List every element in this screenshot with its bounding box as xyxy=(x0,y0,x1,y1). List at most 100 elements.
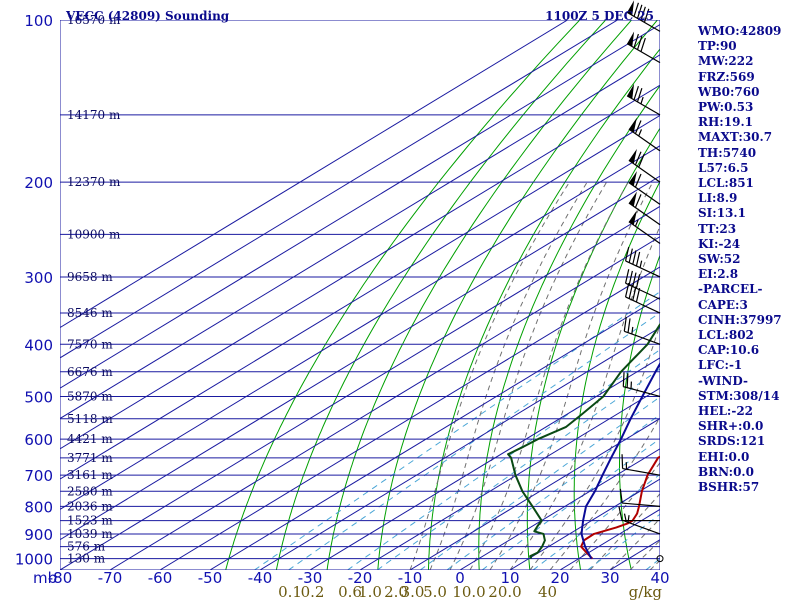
isotherm xyxy=(60,114,660,480)
chart-timestamp: 1100Z 5 DEC 25 xyxy=(545,9,654,23)
index-item: FRZ:569 xyxy=(698,69,755,84)
moist-adiabat xyxy=(609,517,660,570)
barb-full xyxy=(624,246,630,262)
mixing-ratio-line xyxy=(254,291,660,570)
barb-pennant xyxy=(628,210,637,226)
barb-staff xyxy=(625,260,661,278)
barb-full xyxy=(640,37,646,52)
height-label: 5118 m xyxy=(67,412,113,426)
barb-full xyxy=(618,506,623,521)
height-label: 9658 m xyxy=(67,270,113,284)
mixing-ratio-label: 10.0 xyxy=(452,583,485,600)
height-label: 5870 m xyxy=(67,389,113,403)
wind-barb xyxy=(624,246,661,278)
isotherm xyxy=(309,357,660,570)
barb-full xyxy=(632,250,637,265)
height-label: 8546 m xyxy=(67,306,113,320)
barb-full xyxy=(621,454,624,469)
index-item: MAXT:30.7 xyxy=(698,130,773,145)
stability-indices-panel: WMO:42809 TP:90 MW:222 FRZ:569 WB0:760 PW:0.5… xyxy=(698,24,782,495)
isotherm xyxy=(259,326,660,570)
index-item: KI:-24 xyxy=(698,236,741,251)
moist-adiabat xyxy=(469,181,629,570)
wind-barb xyxy=(628,148,661,183)
height-label: 10900 m xyxy=(67,227,121,241)
wind-barb xyxy=(619,488,661,507)
wind-barb xyxy=(624,269,661,300)
barb-full xyxy=(624,282,630,298)
pressure-tick-label: 700 xyxy=(24,467,53,485)
barb-staff xyxy=(622,502,661,507)
isotherm xyxy=(459,448,660,570)
wind-barb xyxy=(626,0,661,32)
wind-barb xyxy=(628,171,661,205)
barb-half xyxy=(638,129,643,137)
height-label: 2580 m xyxy=(67,484,113,498)
barb-half xyxy=(640,96,644,105)
index-item: PW:0.53 xyxy=(698,100,754,115)
index-item: SRDS:121 xyxy=(698,434,766,449)
barb-full xyxy=(635,287,641,303)
index-item: STM:308/14 xyxy=(698,388,780,403)
mixing-ratio-line xyxy=(288,312,660,570)
dry-adiabat xyxy=(377,20,658,570)
pressure-tick-label: 300 xyxy=(24,269,53,287)
barb-half xyxy=(631,326,634,335)
wind-barb xyxy=(624,515,661,535)
index-item: LFC:-1 xyxy=(698,358,743,373)
wind-barb xyxy=(621,454,661,476)
barb-full xyxy=(634,194,642,208)
moist-adiabat xyxy=(589,493,660,570)
index-item: SHR+:0.0 xyxy=(698,419,764,434)
temperature-tick-label: -70 xyxy=(98,569,123,587)
barb-staff xyxy=(623,386,661,398)
index-item: SI:13.1 xyxy=(698,206,746,221)
barb-full xyxy=(635,251,641,267)
temperature-tick-label: -40 xyxy=(248,569,273,587)
index-item: LCL:802 xyxy=(698,328,754,343)
mixing-ratio-label: 1.0 xyxy=(358,583,382,600)
isotherm xyxy=(60,54,660,420)
parcel-path xyxy=(580,361,660,560)
barb-staff xyxy=(624,330,661,345)
index-item: LCL:851 xyxy=(698,176,754,191)
dry-adiabat xyxy=(619,253,660,570)
pressure-axis-unit: mb xyxy=(33,569,57,587)
barb-staff xyxy=(622,467,661,476)
height-label: 576 m xyxy=(67,540,106,554)
index-item: TH:5740 xyxy=(698,145,757,160)
mixing-ratio-label: 0.6 xyxy=(338,583,362,600)
temperature-tick-label: 40 xyxy=(650,569,669,587)
barb-full xyxy=(638,153,645,168)
temperature-profile xyxy=(580,455,660,560)
isotherm xyxy=(109,236,660,570)
isotherm xyxy=(159,266,660,570)
mixing-ratio-label: 20.0 xyxy=(488,583,521,600)
isotherm xyxy=(60,175,660,541)
index-item: CAPE:3 xyxy=(698,297,748,312)
mixing-ratio-unit: g/kg xyxy=(629,583,663,600)
dry-adiabat xyxy=(573,180,660,570)
temperature-tick-label: -10 xyxy=(398,569,423,587)
mixing-ratio-line xyxy=(446,414,660,570)
pressure-tick-label: 800 xyxy=(24,498,53,516)
height-label: 4421 m xyxy=(67,432,113,446)
barb-full xyxy=(619,488,623,504)
index-item: WMO:42809 xyxy=(698,24,782,38)
barb-full xyxy=(635,274,641,289)
index-item: SW:52 xyxy=(698,252,741,267)
mixing-ratio-line xyxy=(532,473,660,570)
moist-adiabat xyxy=(429,181,588,570)
index-item: CINH:37997 xyxy=(698,312,782,327)
barb-full xyxy=(633,2,639,17)
barb-staff xyxy=(628,128,661,152)
wind-barb xyxy=(628,210,661,244)
grid-layer xyxy=(60,20,660,570)
barb-pennant xyxy=(627,0,635,16)
barb-full xyxy=(633,86,639,101)
barb-full xyxy=(628,248,633,263)
barb-pennant xyxy=(627,31,635,47)
barb-pennant xyxy=(628,191,637,207)
height-label: 7570 m xyxy=(67,337,113,351)
height-label: 1523 m xyxy=(67,514,113,528)
